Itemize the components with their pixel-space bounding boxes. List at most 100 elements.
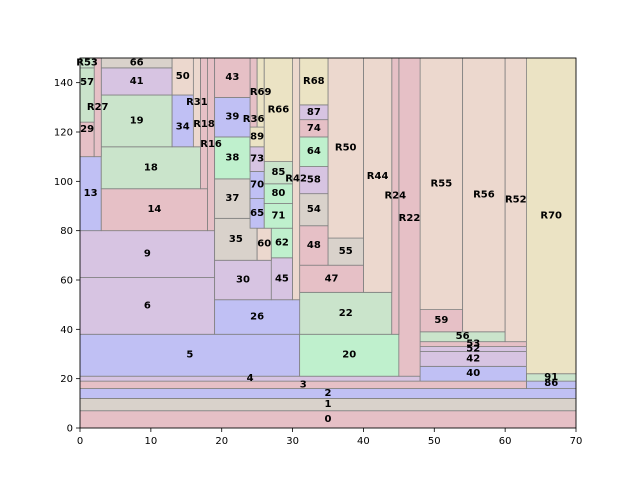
treemap-label-r69: R69 [250, 87, 272, 98]
treemap-rect-14 [100, 188, 208, 232]
treemap-label-r36: R36 [243, 114, 265, 125]
treemap-label-34: 34 [176, 122, 190, 133]
treemap-rect-r70 [526, 57, 577, 375]
treemap-label-22: 22 [339, 308, 353, 319]
treemap-rect-6 [79, 277, 216, 335]
treemap-label-r53: R53 [76, 57, 98, 68]
treemap-label-3: 3 [300, 379, 307, 390]
treemap-label-r55: R55 [431, 178, 453, 189]
treemap-label-87: 87 [307, 107, 321, 118]
treemap-label-r70: R70 [540, 210, 562, 221]
y-tick-label: 140 [54, 78, 73, 89]
treemap-label-41: 41 [130, 76, 144, 87]
treemap-rect-18 [100, 146, 201, 190]
treemap-label-19: 19 [130, 115, 144, 126]
treemap-label-9: 9 [144, 249, 151, 260]
treemap-label-55: 55 [339, 246, 353, 257]
treemap-label-54: 54 [307, 204, 321, 215]
treemap-label-14: 14 [147, 204, 161, 215]
treemap-label-64: 64 [307, 146, 321, 157]
treemap-label-52: 52 [466, 344, 480, 355]
x-tick-label: 40 [357, 436, 370, 447]
treemap-rect-19 [100, 94, 173, 148]
treemap-label-45: 45 [275, 273, 289, 284]
treemap-label-58: 58 [307, 175, 321, 186]
treemap-label-r22: R22 [399, 213, 421, 224]
treemap-label-47: 47 [325, 273, 339, 284]
treemap-label-73: 73 [250, 154, 264, 165]
x-tick-label: 50 [428, 436, 441, 447]
treemap-label-70: 70 [250, 180, 264, 191]
y-tick-label: 0 [67, 424, 73, 435]
treemap-label-48: 48 [307, 240, 321, 251]
treemap-label-50: 50 [176, 71, 190, 82]
treemap-rect-r68 [299, 57, 329, 106]
treemap-label-56: 56 [456, 331, 470, 342]
x-tick-label: 20 [215, 436, 228, 447]
x-tick-label: 70 [570, 436, 583, 447]
treemap-label-26: 26 [250, 312, 264, 323]
treemap-rect-39 [214, 97, 251, 138]
x-tick-label: 30 [286, 436, 299, 447]
treemap-label-r52: R52 [505, 194, 527, 205]
plot-area-frame [79, 57, 577, 429]
treemap-label-80: 80 [271, 188, 285, 199]
treemap-label-59: 59 [434, 315, 448, 326]
treemap-label-40: 40 [466, 368, 480, 379]
treemap-label-29: 29 [80, 124, 94, 135]
treemap-rect-41 [100, 67, 173, 96]
treemap-label-42: 42 [466, 353, 480, 364]
treemap-label-2: 2 [325, 388, 332, 399]
y-tick-label: 80 [60, 226, 73, 237]
treemap-label-86: 86 [544, 378, 558, 389]
treemap-rect-26 [214, 299, 301, 335]
treemap-rect-r50 [327, 57, 364, 239]
treemap-label-6: 6 [144, 300, 151, 311]
treemap-label-1: 1 [325, 399, 332, 410]
x-tick-label: 10 [144, 436, 157, 447]
treemap-label-38: 38 [225, 152, 239, 163]
treemap-rect-r55 [419, 57, 464, 311]
treemap-label-65: 65 [250, 208, 264, 219]
treemap-label-53: 53 [466, 339, 480, 350]
treemap-label-r50: R50 [335, 143, 357, 154]
treemap-label-57: 57 [80, 77, 94, 88]
treemap-label-35: 35 [229, 234, 243, 245]
treemap-label-71: 71 [271, 210, 285, 221]
x-tick-label: 60 [499, 436, 512, 447]
y-tick-label: 20 [60, 374, 73, 385]
treemap-label-60: 60 [257, 239, 271, 250]
treemap-label-r66: R66 [268, 104, 290, 115]
treemap-label-r18: R18 [193, 119, 215, 130]
treemap-label-r44: R44 [367, 171, 389, 182]
treemap-label-43: 43 [225, 72, 239, 83]
treemap-rect-48 [299, 225, 329, 266]
treemap-label-18: 18 [144, 162, 158, 173]
treemap-label-91: 91 [544, 372, 558, 383]
treemap-label-r16: R16 [200, 139, 222, 150]
treemap-label-r56: R56 [473, 189, 495, 200]
treemap-label-r68: R68 [303, 76, 325, 87]
treemap-rect-43 [214, 57, 251, 98]
y-tick-label: 60 [60, 276, 73, 287]
treemap-label-62: 62 [275, 238, 289, 249]
treemap-rect-5 [79, 333, 301, 377]
treemap-label-30: 30 [236, 275, 250, 286]
treemap-label-89: 89 [250, 131, 264, 142]
treemap-rect-r44 [363, 57, 393, 293]
treemap-label-r42: R42 [285, 173, 307, 184]
treemap-label-20: 20 [342, 350, 356, 361]
treemap-label-85: 85 [271, 167, 285, 178]
treemap-rect-20 [299, 333, 400, 377]
treemap-label-0: 0 [325, 414, 332, 425]
treemap-label-4: 4 [247, 373, 254, 384]
y-axis: 0 20 40 60 80 100 120 140 [54, 78, 80, 435]
treemap-label-13: 13 [84, 188, 98, 199]
x-axis: 0 10 20 30 40 50 60 70 [77, 428, 583, 447]
treemap-label-37: 37 [225, 193, 239, 204]
treemap-label-r31: R31 [186, 97, 208, 108]
treemap-rects [79, 57, 577, 429]
treemap-rect-38 [214, 136, 251, 180]
treemap-label-39: 39 [225, 112, 239, 123]
